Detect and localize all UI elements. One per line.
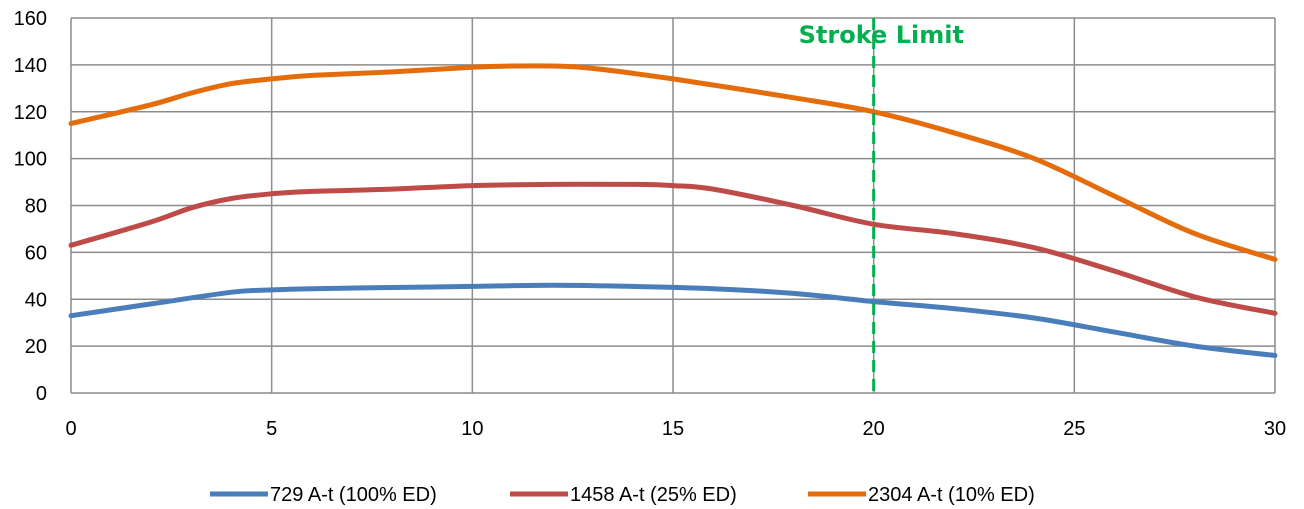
series-line-1 [68,282,1278,358]
x-tick-label: 10 [461,418,483,440]
x-tick-label: 0 [65,418,76,440]
series-lines [68,63,1278,358]
x-tick-label: 20 [863,418,885,440]
stroke-limit-label: Stroke Limit [799,21,964,49]
legend: 729 A-t (100% ED) 1458 A-t (25% ED) 2304 A… [210,484,1035,506]
x-tick-label: 15 [662,418,684,440]
y-tick-label: 100 [14,149,47,171]
series-line-3 [68,63,1278,262]
stroke-limit-annotation: Stroke Limit [799,18,964,393]
y-tick-label: 120 [14,102,47,124]
y-tick-label: 80 [25,196,47,218]
grid-lines [70,17,1276,394]
y-tick-label: 160 [14,8,47,30]
y-tick-label: 60 [25,242,47,264]
x-tick-label: 30 [1264,418,1286,440]
legend-label-2: 1458 A-t (25% ED) [570,484,737,506]
legend-label-1: 729 A-t (100% ED) [270,484,437,506]
y-tick-label: 40 [25,289,47,311]
y-tick-label: 140 [14,55,47,77]
tick-labels: 0 20 40 60 80 100 120 140 160 0 5 10 15 20 25 30 [14,8,1287,440]
series-line-2 [68,181,1278,316]
x-tick-label: 5 [266,418,277,440]
legend-label-3: 2304 A-t (10% ED) [868,484,1035,506]
y-tick-label: 20 [25,336,47,358]
x-tick-label: 25 [1063,418,1085,440]
y-tick-label: 0 [36,383,47,405]
